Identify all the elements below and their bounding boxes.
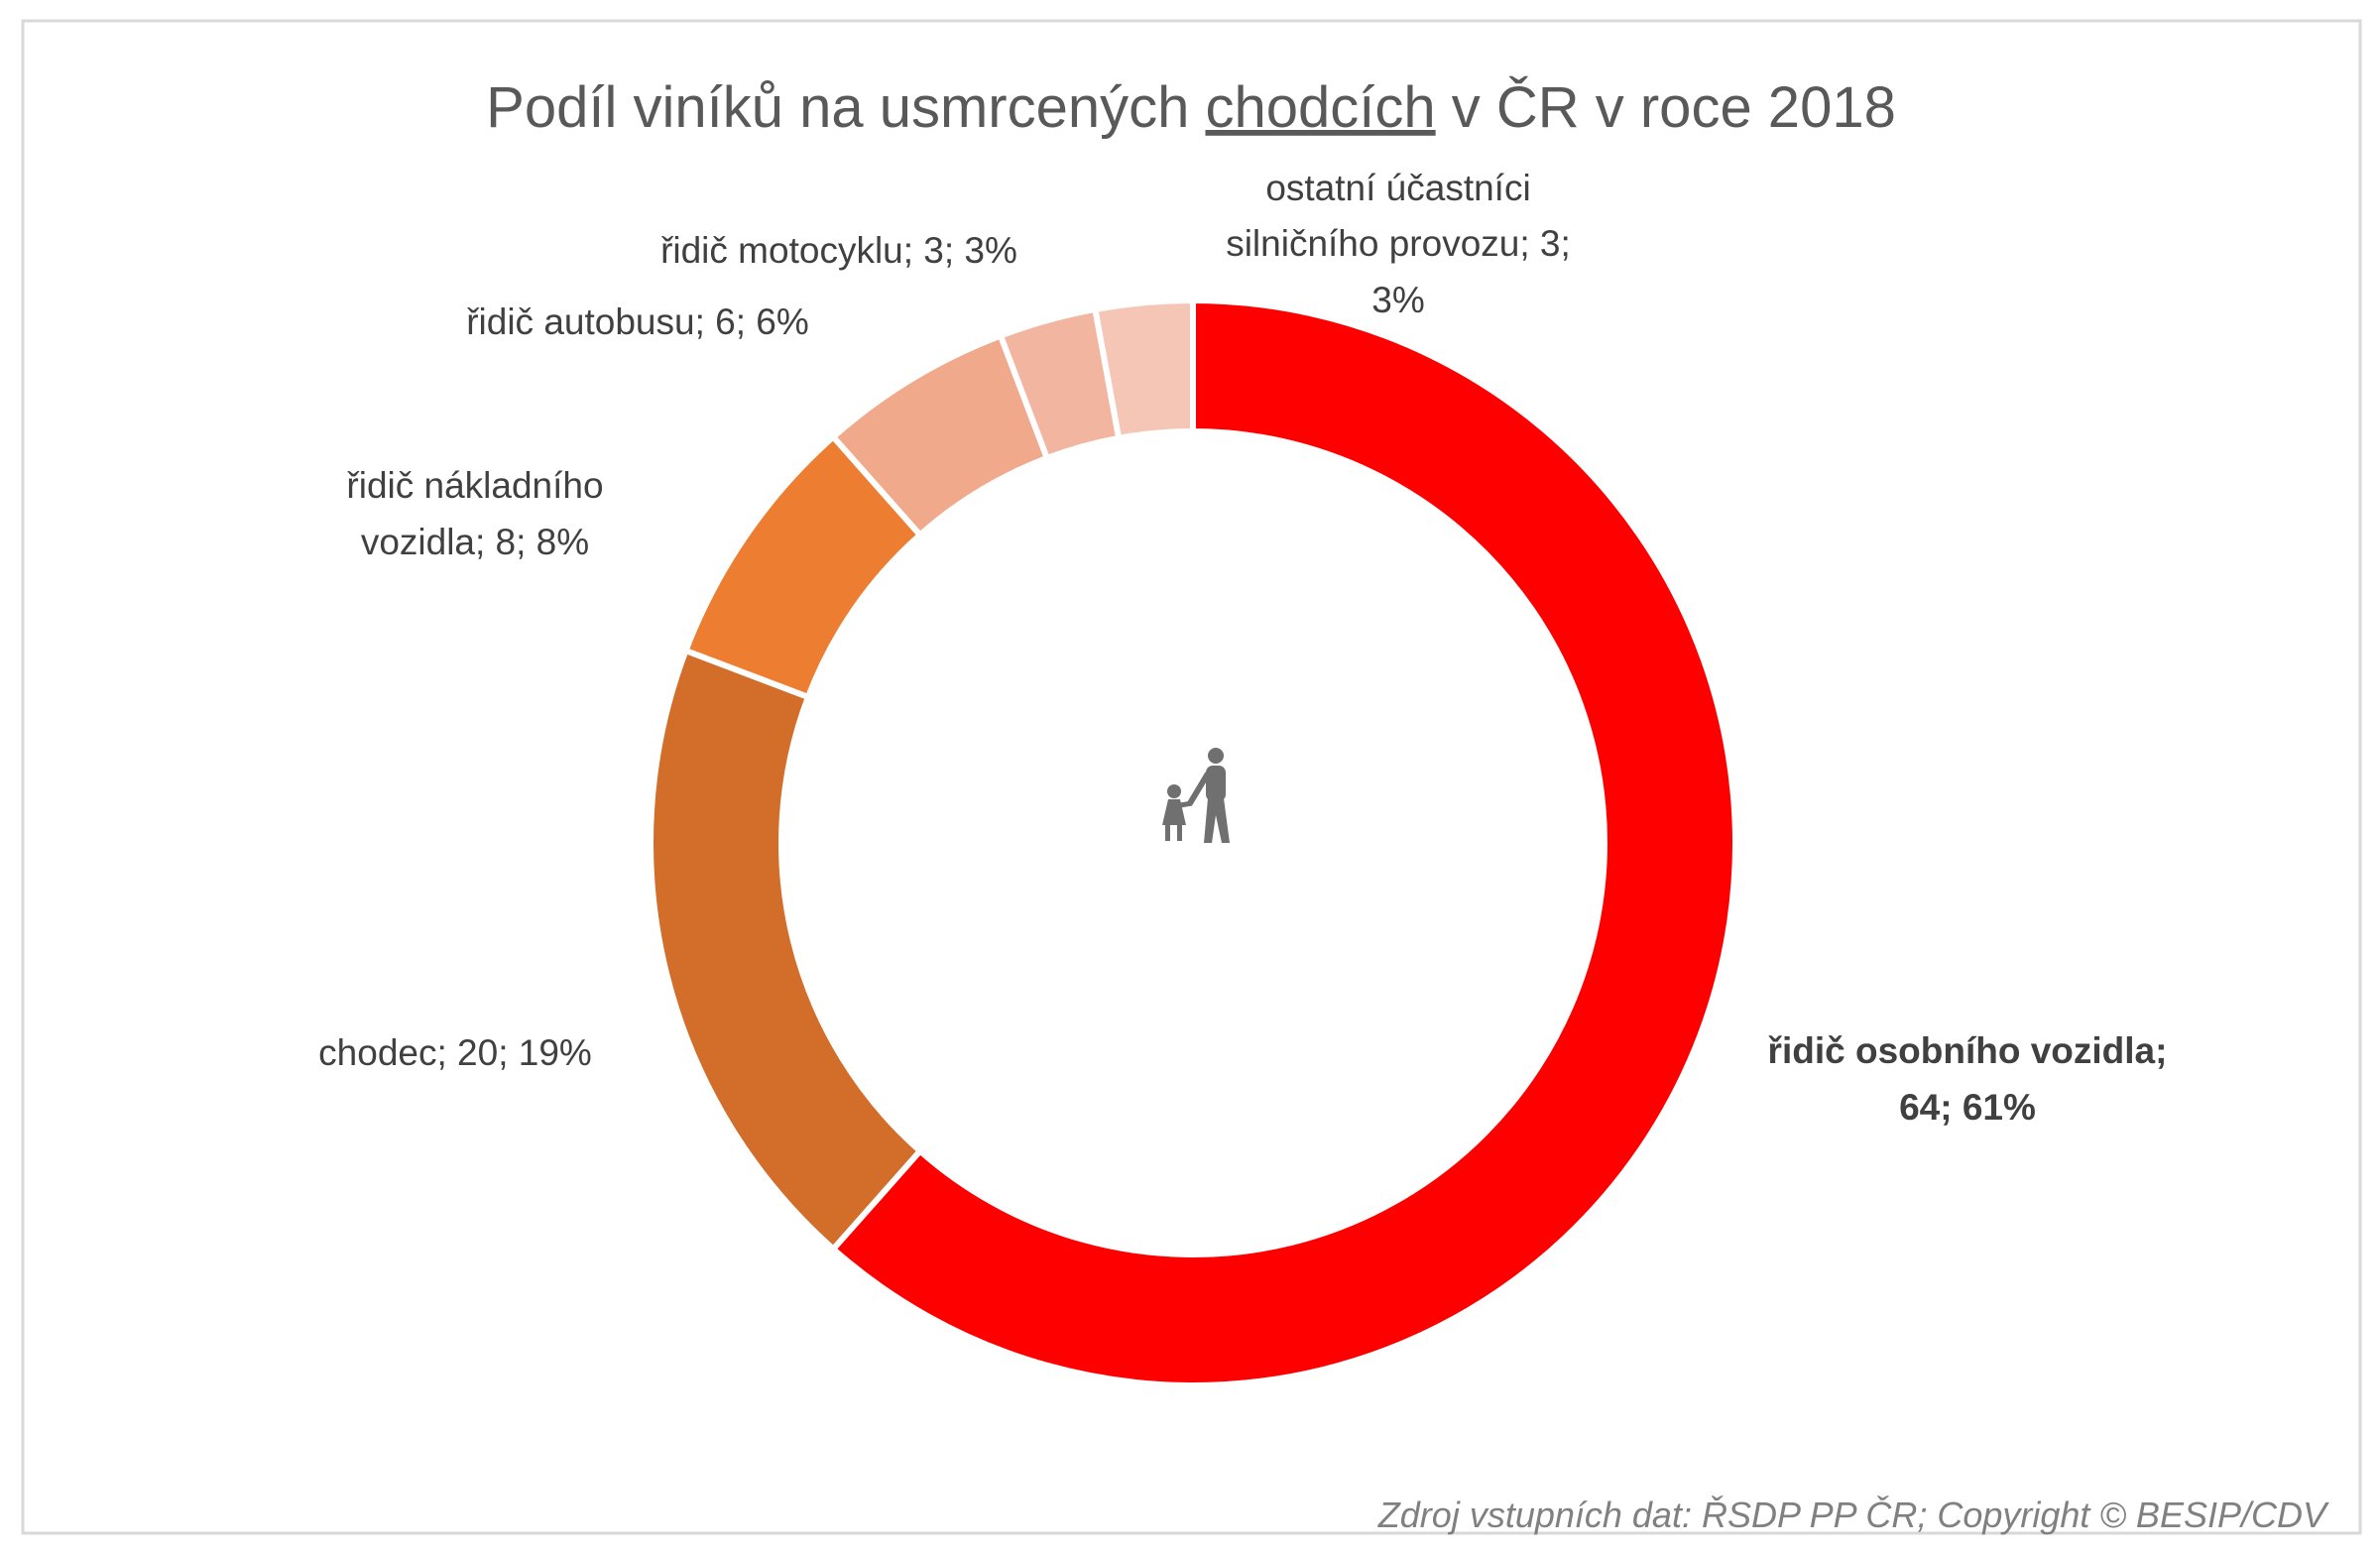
label-autobus: řidič autobusu; 6; 6%: [466, 301, 809, 342]
chart-title: Podíl viníků na usmrcených chodcích v ČR…: [486, 75, 1896, 140]
source-note: Zdroj vstupních dat: ŘSDP PP ČR; Copyrig…: [1377, 1494, 2329, 1535]
label-motocykl: řidič motocyklu; 3; 3%: [660, 230, 1017, 271]
donut-slice-0: [829, 297, 1738, 1388]
data-labels: řidič osobního vozidla; 64; 61% chodec; 2…: [318, 168, 2167, 1128]
label-ostatni: ostatní účastníci silničního provozu; 3; 3…: [1226, 168, 1571, 320]
label-osobni: řidič osobního vozidla; 64; 61%: [1768, 1030, 2168, 1128]
donut-slice-5: [1091, 297, 1196, 442]
pedestrian-adult-child-icon: [1162, 748, 1230, 843]
donut-slices: [648, 297, 1738, 1388]
label-nakladni: řidič nákladního vozidla; 8; 8%: [346, 465, 603, 562]
label-chodec: chodec; 20; 19%: [318, 1032, 592, 1073]
